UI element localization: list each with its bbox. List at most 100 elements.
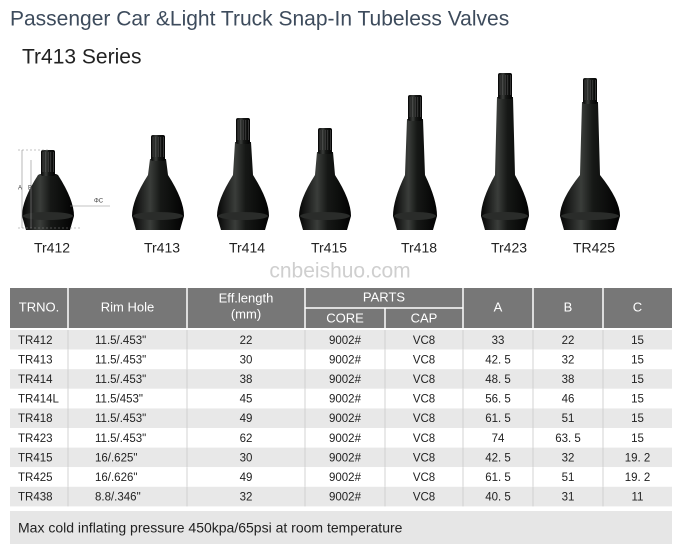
valve-label: Tr423 — [491, 240, 527, 256]
valve-label: Tr413 — [144, 240, 180, 256]
table-cell: TR414 — [18, 374, 53, 386]
table-cell: 63. 5 — [555, 433, 581, 445]
table-cell: 38 — [562, 374, 575, 386]
table-cell: VC8 — [413, 472, 435, 484]
table-cell: 9002# — [329, 374, 362, 386]
table-cell: 15 — [631, 433, 644, 445]
table-cell: 11.5/453" — [95, 394, 143, 406]
table-cell: 56. 5 — [485, 394, 511, 406]
table-cell: TR425 — [18, 472, 53, 484]
table-cell: 16/.625" — [95, 452, 137, 464]
table-cell: VC8 — [413, 354, 435, 366]
valve — [22, 150, 74, 230]
watermark: cnbeishuo.com — [269, 260, 410, 283]
table-cell: 48. 5 — [485, 374, 511, 386]
table-cell: VC8 — [413, 394, 435, 406]
valve-body — [217, 142, 269, 230]
valve-label: Tr412 — [34, 240, 70, 256]
valve-bead — [561, 212, 619, 220]
table-cell: 32 — [562, 452, 575, 464]
dimension-diagram — [18, 149, 110, 229]
table-cell: VC8 — [413, 433, 435, 445]
table-cell: 11.5/.453" — [95, 413, 146, 425]
table-cell: 15 — [631, 394, 644, 406]
table-cell: 32 — [240, 492, 253, 504]
table-cell: 62 — [240, 433, 253, 445]
valve-body — [560, 102, 620, 230]
table-cell: 9002# — [329, 354, 362, 366]
table-cell: 9002# — [329, 452, 362, 464]
header-cell: CORE — [326, 310, 364, 325]
row-bg — [10, 447, 672, 468]
table-cell: 16/.626" — [95, 472, 137, 484]
table-cell: 33 — [492, 335, 505, 347]
valve-body — [393, 119, 437, 230]
valve-label: TR425 — [573, 240, 615, 256]
valve-bead — [394, 212, 436, 220]
table-cell: 74 — [492, 433, 505, 445]
header-cell: TRNO. — [19, 299, 59, 314]
header-cell: Eff.length — [219, 290, 274, 305]
table-cell: VC8 — [413, 492, 435, 504]
table-cell: 30 — [240, 354, 253, 366]
table-cell: 11.5/.453" — [95, 335, 146, 347]
table-cell: TR423 — [18, 433, 53, 445]
valve-label: Tr415 — [311, 240, 347, 256]
table-cell: 45 — [240, 394, 253, 406]
table-cell: 15 — [631, 354, 644, 366]
table-cell: 9002# — [329, 433, 362, 445]
table-cell: 38 — [240, 374, 253, 386]
table-cell: 46 — [562, 394, 575, 406]
table-cell: 32 — [562, 354, 575, 366]
row-bg — [10, 330, 672, 350]
table-cell: 15 — [631, 335, 644, 347]
table-cell: 30 — [240, 452, 253, 464]
header-cell: B — [564, 299, 573, 314]
valve-bead — [133, 212, 183, 220]
table-cell: 19. 2 — [625, 472, 651, 484]
table-cell: 15 — [631, 413, 644, 425]
table-cell: 49 — [240, 472, 253, 484]
valve-body — [132, 159, 184, 230]
valve — [299, 128, 351, 230]
valve-bead — [300, 212, 350, 220]
valve-body — [481, 97, 529, 230]
table-cell: 22 — [562, 335, 575, 347]
valve-label: Tr414 — [229, 240, 265, 256]
table-cell: VC8 — [413, 413, 435, 425]
valve-gallery: Tr412 Tr413 Tr414 Tr415 Tr418 Tr423 TR425 — [22, 73, 620, 256]
dimension-label: B — [28, 186, 32, 192]
table-cell: TR418 — [18, 413, 53, 425]
table-cell: VC8 — [413, 374, 435, 386]
valve — [132, 135, 184, 230]
header-cell: PARTS — [363, 289, 405, 304]
valve-body — [299, 152, 351, 230]
table-cell: 42. 5 — [485, 452, 511, 464]
table-cell: VC8 — [413, 452, 435, 464]
table-cell: 15 — [631, 374, 644, 386]
table-cell: 9002# — [329, 413, 362, 425]
table-cell: 11.5/.453" — [95, 354, 146, 366]
valve — [560, 78, 620, 230]
header-cell: C — [633, 299, 642, 314]
table-cell: 19. 2 — [625, 452, 651, 464]
valve-bead — [23, 212, 73, 220]
spec-table: TRNO. Rim Hole Eff.length(mm) PARTS CORE CAP A… — [10, 288, 672, 507]
footer-bar — [10, 511, 672, 544]
table-cell: 49 — [240, 413, 253, 425]
table-cell: TR438 — [18, 492, 53, 504]
table-cell: 9002# — [329, 472, 362, 484]
table-cell: 61. 5 — [485, 413, 511, 425]
table-cell: 51 — [562, 413, 575, 425]
row-bg — [10, 408, 672, 428]
table-cell: TR414L — [18, 394, 60, 406]
table-cell: 11 — [632, 492, 644, 504]
header-cell: A — [494, 299, 503, 314]
valve — [217, 118, 269, 230]
table-cell: 40. 5 — [485, 492, 511, 504]
header-cell: (mm) — [231, 306, 261, 321]
table-cell: 9002# — [329, 492, 362, 504]
dimension-label: ΦC — [94, 199, 104, 205]
table-cell: 9002# — [329, 394, 362, 406]
